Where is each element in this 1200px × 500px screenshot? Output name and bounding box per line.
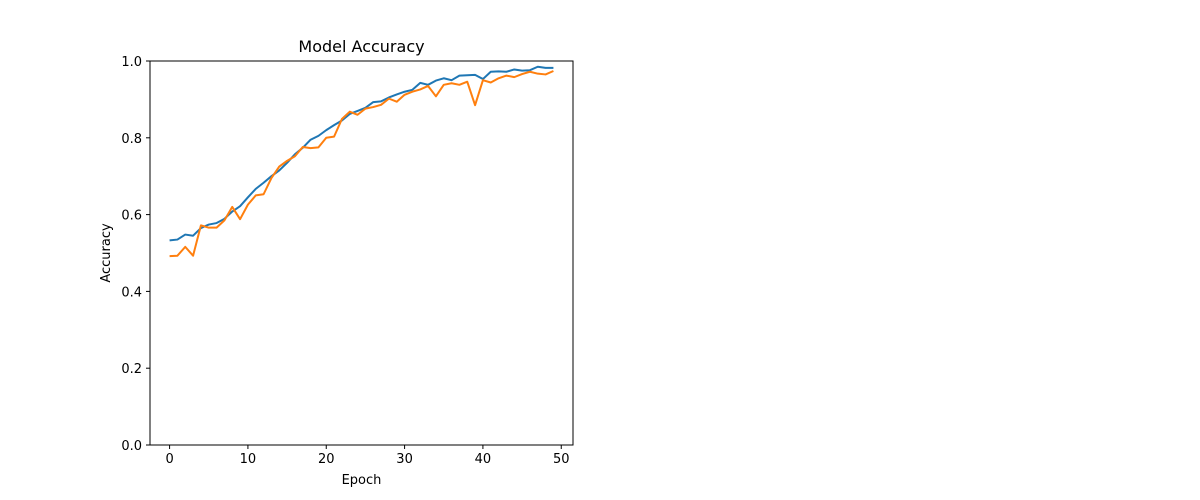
y-tick-label: 0.8	[121, 132, 142, 147]
series-line-2	[169, 70, 554, 258]
chart-title: Model Accuracy	[298, 37, 424, 56]
x-tick-label: 40	[475, 452, 492, 467]
x-tick-label: 10	[240, 452, 257, 467]
x-axis: 0 10 20 30 40 50	[165, 445, 570, 467]
x-tick-label: 30	[396, 452, 413, 467]
y-tick-label: 0.0	[121, 439, 142, 454]
x-tick-label: 50	[553, 452, 570, 467]
y-tick-label: 1.0	[121, 55, 142, 70]
x-tick-label: 0	[165, 452, 173, 467]
series-layer	[169, 65, 554, 258]
y-axis-label: Accuracy	[99, 223, 114, 283]
y-tick-label: 0.4	[121, 285, 142, 300]
y-tick-label: 0.6	[121, 209, 142, 224]
plot-frame	[149, 60, 574, 446]
y-tick-label: 0.2	[121, 362, 142, 377]
y-axis: 0.0 0.2 0.4 0.6 0.8 1.0	[121, 55, 150, 454]
x-axis-label: Epoch	[342, 473, 382, 488]
x-tick-label: 20	[318, 452, 335, 467]
